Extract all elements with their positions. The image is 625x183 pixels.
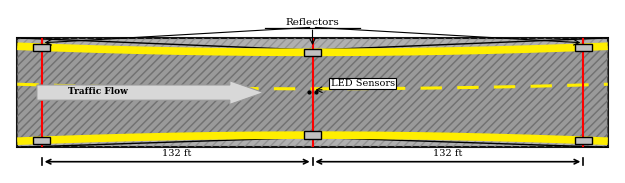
Bar	[33, 44, 51, 51]
FancyArrow shape	[37, 81, 264, 104]
Bar	[18, 38, 608, 147]
Text: Reflectors: Reflectors	[286, 18, 339, 27]
Text: 132 ft: 132 ft	[162, 149, 192, 158]
Text: LED Sensors: LED Sensors	[331, 79, 395, 88]
Bar	[33, 137, 51, 144]
Bar	[304, 49, 321, 56]
Text: 132 ft: 132 ft	[433, 149, 462, 158]
Bar	[18, 38, 608, 147]
Text: Traffic Flow: Traffic Flow	[68, 87, 128, 96]
Bar	[304, 131, 321, 139]
Polygon shape	[18, 46, 608, 141]
Bar	[574, 137, 592, 144]
Bar	[574, 44, 592, 51]
